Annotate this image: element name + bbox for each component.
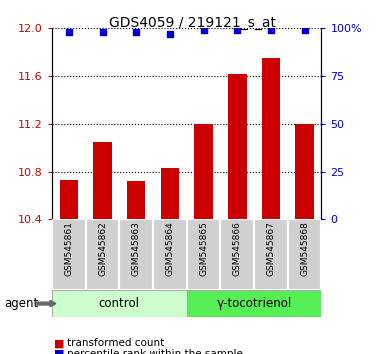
Point	[66, 29, 72, 35]
Bar	[295, 124, 314, 219]
Bar	[93, 142, 112, 219]
Point	[268, 27, 274, 33]
Bar	[228, 74, 246, 219]
Text: GSM545867: GSM545867	[266, 222, 275, 276]
Bar	[119, 219, 153, 290]
Text: transformed count: transformed count	[67, 338, 165, 348]
Bar	[288, 219, 321, 290]
Text: GDS4059 / 219121_s_at: GDS4059 / 219121_s_at	[109, 16, 276, 30]
Text: ■: ■	[54, 349, 64, 354]
Point	[133, 29, 139, 35]
Bar	[52, 290, 187, 317]
Bar	[127, 181, 146, 219]
Text: GSM545864: GSM545864	[166, 222, 174, 276]
Point	[99, 29, 105, 35]
Point	[167, 31, 173, 37]
Bar	[60, 180, 78, 219]
Point	[234, 27, 240, 33]
Bar	[254, 219, 288, 290]
Text: GSM545865: GSM545865	[199, 222, 208, 276]
Bar	[85, 219, 119, 290]
Text: GSM545863: GSM545863	[132, 222, 141, 276]
Bar	[262, 58, 280, 219]
Text: ■: ■	[54, 338, 64, 348]
Bar	[187, 219, 220, 290]
Bar	[52, 219, 85, 290]
Point	[201, 27, 207, 33]
Bar	[220, 219, 254, 290]
Point	[301, 27, 308, 33]
Text: GSM545862: GSM545862	[98, 222, 107, 276]
Bar	[194, 124, 213, 219]
Text: γ-tocotrienol: γ-tocotrienol	[216, 297, 292, 310]
Bar	[187, 290, 321, 317]
Text: control: control	[99, 297, 140, 310]
Text: percentile rank within the sample: percentile rank within the sample	[67, 349, 243, 354]
Text: agent: agent	[4, 297, 38, 310]
Text: GSM545861: GSM545861	[64, 222, 73, 276]
Text: GSM545868: GSM545868	[300, 222, 309, 276]
Text: GSM545866: GSM545866	[233, 222, 242, 276]
Bar	[153, 219, 187, 290]
Bar	[161, 168, 179, 219]
